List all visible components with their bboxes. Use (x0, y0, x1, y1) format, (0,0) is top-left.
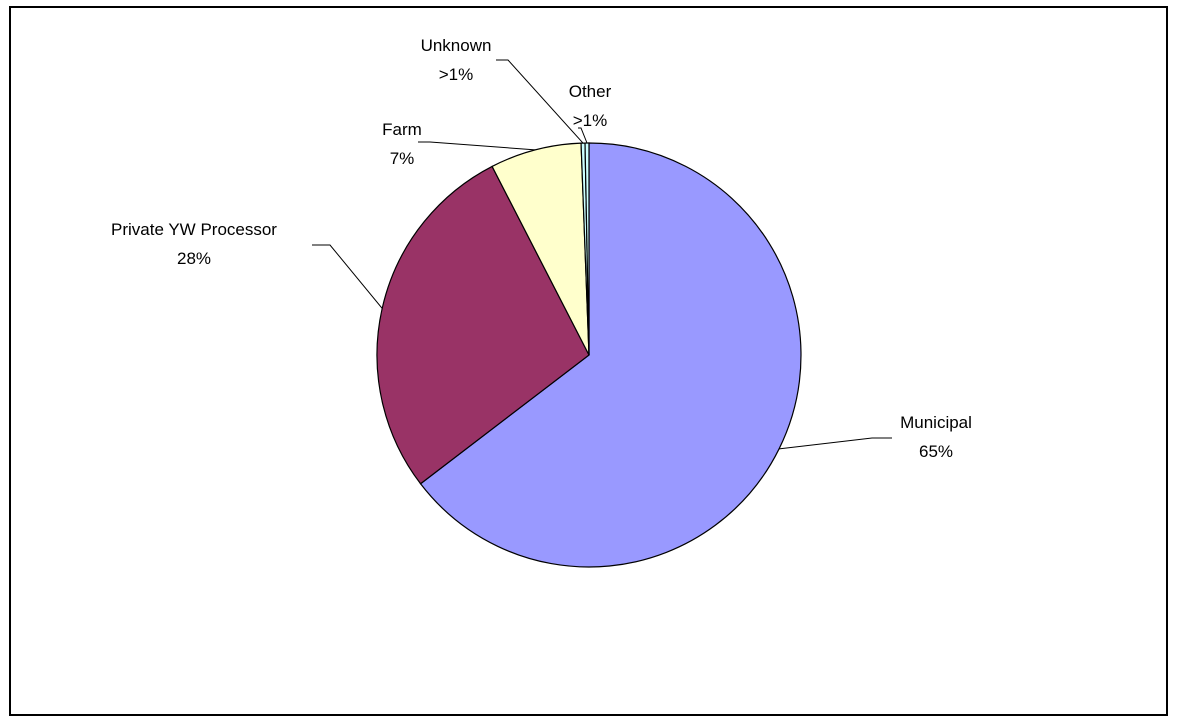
value-label-other: >1% (573, 111, 608, 130)
category-label-municipal: Municipal (900, 413, 972, 432)
leader-lines (312, 59, 892, 450)
slice-label-unknown: Unknown >1% (421, 36, 492, 84)
value-label-farm: 7% (390, 149, 415, 168)
category-label-unknown: Unknown (421, 36, 492, 55)
category-label-other: Other (569, 82, 612, 101)
leader-line-private-yw-processor (312, 244, 383, 309)
leader-line-other (578, 127, 588, 144)
pie-slice-private-yw-processor (376, 165, 590, 485)
value-label-municipal: 65% (919, 442, 953, 461)
leader-line-unknown (496, 59, 584, 144)
pie-slice-municipal (419, 142, 802, 568)
leader-line-municipal (779, 437, 892, 450)
value-label-unknown: >1% (439, 65, 474, 84)
slice-label-other: Other >1% (569, 82, 612, 130)
pie-slices (376, 142, 802, 568)
leader-line-farm (418, 141, 536, 151)
pie-slice-other (584, 142, 590, 356)
category-label-private-yw-processor: Private YW Processor (111, 220, 277, 239)
slice-label-farm: Farm 7% (382, 120, 422, 168)
slice-label-private-yw-processor: Private YW Processor 28% (111, 220, 277, 268)
category-label-farm: Farm (382, 120, 422, 139)
slice-label-municipal: Municipal 65% (900, 413, 972, 461)
value-label-private-yw-processor: 28% (177, 249, 211, 268)
